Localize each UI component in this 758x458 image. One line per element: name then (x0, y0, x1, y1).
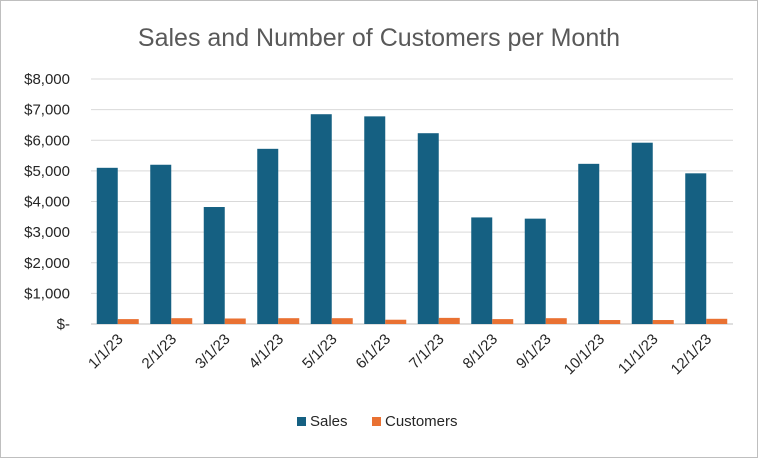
legend-swatch-customers (372, 417, 381, 426)
y-axis-ticks: $- $1,000 $2,000 $3,000 $4,000 $5,000 $6,000 $7… (24, 71, 70, 333)
x-tick-label: 5/1/23 (299, 331, 341, 373)
bar-sales (364, 116, 386, 324)
x-tick-label: 12/1/23 (668, 331, 715, 378)
x-tick-label: 11/1/23 (615, 331, 662, 378)
x-axis-ticks: 1/1/23 2/1/23 3/1/23 4/1/23 5/1/23 6/1/23 7/1/… (85, 331, 715, 378)
x-tick-label: 2/1/23 (139, 331, 181, 373)
legend: Sales Customers (297, 413, 458, 430)
bar-customers (224, 318, 246, 324)
bar-customers (171, 318, 193, 324)
bar-customers (385, 319, 407, 324)
bar-customers (706, 318, 728, 324)
y-tick-label: $7,000 (24, 102, 70, 119)
x-tick-label: 4/1/23 (246, 331, 288, 373)
bar-sales (257, 148, 279, 324)
x-tick-label: 8/1/23 (460, 331, 502, 373)
bar-sales (150, 164, 172, 324)
bar-sales (578, 163, 600, 324)
x-tick-label: 10/1/23 (561, 331, 608, 378)
x-tick-label: 6/1/23 (353, 331, 395, 373)
x-tick-label: 1/1/23 (85, 331, 127, 373)
x-tick-label: 9/1/23 (513, 331, 555, 373)
y-tick-label: $4,000 (24, 194, 70, 211)
y-tick-label: $2,000 (24, 255, 70, 272)
bar-sales (96, 167, 118, 324)
y-tick-label: $5,000 (24, 163, 70, 180)
bar-customers (438, 317, 460, 324)
legend-swatch-sales (297, 417, 306, 426)
gridlines (91, 78, 733, 325)
bar-sales (685, 173, 707, 324)
y-tick-label: $6,000 (24, 132, 70, 149)
chart-title: Sales and Number of Customers per Month (138, 24, 620, 52)
y-tick-label: $1,000 (24, 285, 70, 302)
bar-customers (652, 320, 674, 324)
y-tick-label: $3,000 (24, 224, 70, 241)
bar-sales (203, 207, 225, 324)
bar-customers (331, 318, 353, 324)
bar-sales (631, 142, 653, 324)
bar-customers (492, 319, 514, 324)
bar-customers (545, 318, 567, 324)
x-tick-label: 3/1/23 (192, 331, 234, 373)
legend-label-sales: Sales (310, 413, 348, 430)
y-tick-label: $- (57, 316, 70, 333)
bar-customers (599, 320, 621, 324)
bar-sales (471, 217, 493, 324)
bars (96, 114, 728, 324)
bar-sales (417, 133, 439, 324)
bar-customers (278, 318, 300, 324)
bar-sales (310, 114, 332, 324)
x-tick-label: 7/1/23 (406, 331, 448, 373)
y-tick-label: $8,000 (24, 71, 70, 88)
bar-sales (524, 218, 546, 324)
legend-label-customers: Customers (385, 413, 458, 430)
bar-customers (117, 319, 139, 324)
